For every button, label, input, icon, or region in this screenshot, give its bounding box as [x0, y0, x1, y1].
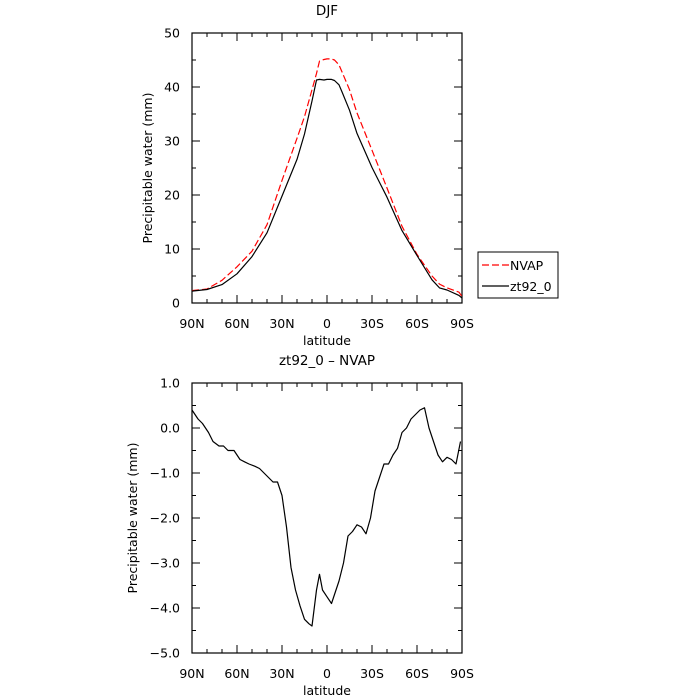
x-tick-label: 30S	[360, 316, 384, 331]
x-tick-label: 90S	[450, 316, 474, 331]
y-tick-label: −4.0	[150, 601, 180, 616]
y-tick-label: −1.0	[150, 466, 180, 481]
y-axis-label: Precipitable water (mm)	[140, 93, 155, 244]
y-tick-label: 40	[164, 80, 180, 95]
series-line-nvap	[191, 58, 463, 297]
x-tick-label: 60N	[224, 316, 249, 331]
x-tick-label: 30N	[269, 316, 294, 331]
x-tick-label: 90S	[450, 666, 474, 681]
x-tick-label: 0	[323, 316, 331, 331]
y-tick-label: 30	[164, 134, 180, 149]
x-tick-label: 60S	[405, 316, 429, 331]
y-tick-label: 10	[164, 242, 180, 257]
legend-box	[477, 251, 559, 299]
x-tick-label: 60S	[405, 666, 429, 681]
plot-frame	[191, 382, 463, 654]
series-line-difference	[191, 407, 462, 627]
x-tick-label: 30S	[360, 666, 384, 681]
legend-label: NVAP	[510, 258, 544, 273]
x-tick-label: 90N	[179, 666, 204, 681]
x-axis-label: latitude	[303, 683, 351, 698]
series-line-zt92-0	[191, 78, 463, 299]
y-tick-label: 0.0	[160, 421, 180, 436]
y-tick-label: −2.0	[150, 511, 180, 526]
chart-title: DJF	[316, 3, 338, 19]
x-axis-label: latitude	[303, 333, 351, 348]
y-tick-label: −5.0	[150, 646, 180, 661]
x-tick-label: 60N	[224, 666, 249, 681]
y-tick-label: 20	[164, 188, 180, 203]
x-tick-label: 90N	[179, 316, 204, 331]
y-axis-label: Precipitable water (mm)	[125, 443, 140, 594]
x-tick-label: 30N	[269, 666, 294, 681]
chart-title: zt92_0 – NVAP	[279, 353, 375, 369]
y-tick-label: 50	[164, 26, 180, 41]
legend-label: zt92_0	[510, 279, 552, 294]
y-tick-label: 1.0	[160, 376, 180, 391]
y-tick-label: 0	[172, 296, 180, 311]
y-tick-label: −3.0	[150, 556, 180, 571]
x-tick-label: 0	[323, 666, 331, 681]
